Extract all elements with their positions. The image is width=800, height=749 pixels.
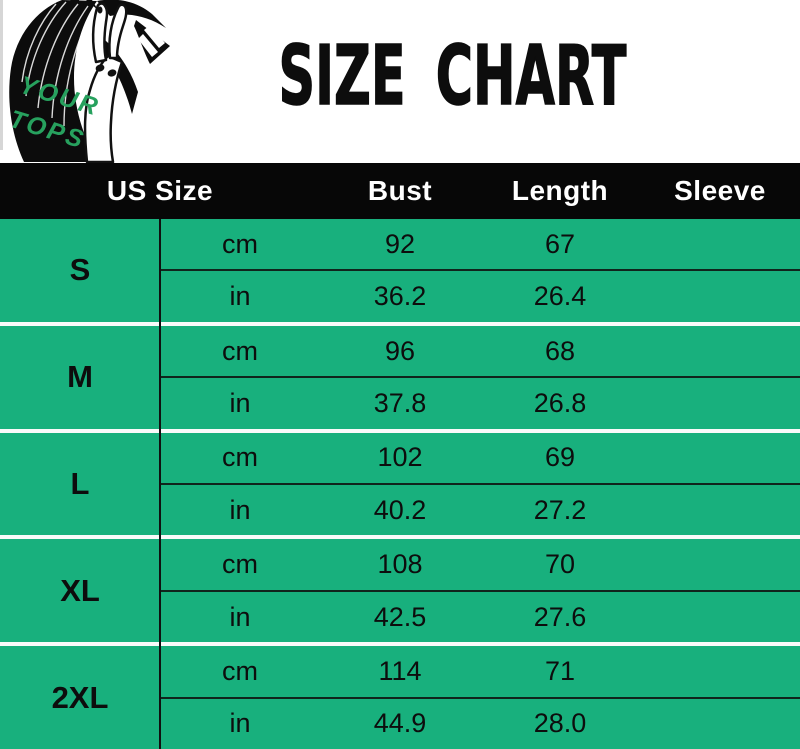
left-edge-line bbox=[0, 0, 3, 150]
measurement-row-cm: cm 114 71 bbox=[160, 646, 800, 696]
bust-cell: 36.2 bbox=[373, 281, 427, 312]
measurement-row-in: in 36.2 26.4 bbox=[160, 271, 800, 321]
size-group-xl: XL cm 108 70 in 42.5 27.6 bbox=[0, 539, 800, 642]
measurement-row-cm: cm 108 70 bbox=[160, 539, 800, 589]
bust-cell: 40.2 bbox=[373, 494, 427, 525]
row-divider bbox=[160, 696, 800, 699]
length-cell: 67 bbox=[544, 228, 576, 259]
bust-cell: 37.8 bbox=[373, 387, 427, 418]
group-separator bbox=[0, 535, 800, 540]
hair-shape bbox=[9, 0, 98, 162]
header-band: YOUR TOPS SIZE CHART bbox=[0, 0, 800, 163]
size-table-body: S cm 92 67 in 36.2 26.4 M bbox=[0, 219, 800, 749]
measurement-row-in: in 37.8 26.8 bbox=[160, 378, 800, 428]
unit-cell: in bbox=[229, 708, 251, 739]
size-group-l: L cm 102 69 in 40.2 27.2 bbox=[0, 433, 800, 536]
size-label: S bbox=[69, 252, 91, 288]
column-header-length: Length bbox=[511, 175, 609, 206]
row-divider bbox=[160, 269, 800, 272]
length-cell: 70 bbox=[544, 549, 576, 580]
stripe bbox=[138, 34, 158, 57]
bust-cell: 44.9 bbox=[373, 708, 427, 739]
measurement-row-in: in 44.9 28.0 bbox=[160, 699, 800, 749]
measurement-row-cm: cm 92 67 bbox=[160, 219, 800, 269]
length-cell: 26.8 bbox=[533, 387, 587, 418]
length-cell: 28.0 bbox=[533, 708, 587, 739]
measurement-row-in: in 40.2 27.2 bbox=[160, 485, 800, 535]
measurement-row-cm: cm 96 68 bbox=[160, 326, 800, 376]
hair-spike bbox=[86, 0, 98, 10]
unit-cell: in bbox=[229, 281, 251, 312]
size-label: M bbox=[67, 359, 93, 395]
column-header-sleeve: Sleeve bbox=[674, 175, 766, 206]
bust-cell: 114 bbox=[378, 655, 422, 686]
length-cell: 26.4 bbox=[533, 281, 587, 312]
unit-cell: in bbox=[229, 387, 251, 418]
group-separator bbox=[0, 428, 800, 433]
row-divider bbox=[160, 483, 800, 485]
unit-cell: cm bbox=[222, 655, 258, 686]
length-cell: 27.6 bbox=[533, 601, 587, 632]
hair-strands bbox=[21, 1, 95, 127]
unit-cell: in bbox=[229, 601, 251, 632]
length-cell: 69 bbox=[544, 442, 576, 473]
page-title: SIZE CHART bbox=[278, 29, 627, 124]
size-label: 2XL bbox=[51, 679, 109, 715]
unit-cell: cm bbox=[222, 549, 258, 580]
row-divider bbox=[160, 589, 800, 592]
nail bbox=[95, 64, 105, 72]
finger-middle bbox=[108, 3, 128, 60]
hair-spike bbox=[70, 0, 86, 14]
table-header-row: US Size Bust Length Sleeve bbox=[0, 163, 800, 219]
size-group-m: M cm 96 68 in 37.8 26.8 bbox=[0, 326, 800, 429]
column-header-us-size: US Size bbox=[106, 175, 214, 206]
size-group-s: S cm 92 67 in 36.2 26.4 bbox=[0, 219, 800, 322]
length-cell: 27.2 bbox=[533, 494, 587, 525]
measurement-row-in: in 42.5 27.6 bbox=[160, 592, 800, 642]
unit-cell: cm bbox=[222, 442, 258, 473]
size-label: XL bbox=[60, 572, 100, 608]
group-separator bbox=[0, 321, 800, 326]
bust-cell: 42.5 bbox=[373, 601, 427, 632]
size-group-2xl: 2XL cm 114 71 in 44.9 28.0 bbox=[0, 646, 800, 749]
stripe bbox=[144, 25, 165, 48]
brand-logo: YOUR TOPS bbox=[6, 0, 170, 163]
group-separator bbox=[0, 642, 800, 647]
size-label: L bbox=[70, 465, 90, 501]
hair-swoop bbox=[97, 0, 166, 28]
unit-cell: in bbox=[229, 494, 251, 525]
bust-cell: 96 bbox=[384, 335, 416, 366]
unit-cell: cm bbox=[222, 228, 258, 259]
bust-cell: 108 bbox=[377, 549, 423, 580]
finger-index bbox=[91, 2, 109, 64]
length-cell: 71 bbox=[544, 655, 576, 686]
column-header-bust: Bust bbox=[367, 175, 433, 206]
bust-cell: 92 bbox=[384, 228, 416, 259]
row-divider bbox=[160, 376, 800, 379]
measurement-row-cm: cm 102 69 bbox=[160, 433, 800, 483]
hair-flick bbox=[134, 20, 170, 64]
nail bbox=[97, 6, 103, 14]
nail bbox=[107, 69, 117, 77]
column-divider bbox=[159, 219, 161, 749]
bust-cell: 102 bbox=[377, 442, 423, 473]
length-cell: 68 bbox=[544, 335, 576, 366]
unit-cell: cm bbox=[222, 335, 258, 366]
